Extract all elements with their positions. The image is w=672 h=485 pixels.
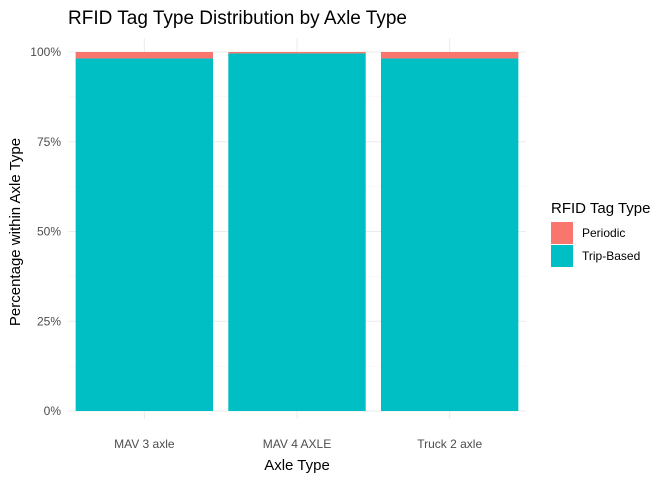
y-tick-label: 0% <box>44 404 62 418</box>
bar-segment-trip-based <box>228 53 366 411</box>
chart-title: RFID Tag Type Distribution by Axle Type <box>68 8 407 29</box>
bar-segment-trip-based <box>75 58 214 411</box>
bars <box>75 52 519 411</box>
y-axis-title: Percentage within Axle Type <box>7 138 24 326</box>
y-tick-label: 75% <box>37 135 61 149</box>
legend: RFID Tag Type Periodic Trip-Based <box>551 200 651 267</box>
x-axis-ticks: MAV 3 axle MAV 4 AXLE Truck 2 axle <box>114 437 482 451</box>
y-tick-label: 25% <box>37 314 61 328</box>
x-tick-label: MAV 4 AXLE <box>263 437 331 451</box>
legend-title: RFID Tag Type <box>551 200 651 217</box>
legend-label-trip-based: Trip-Based <box>582 249 640 263</box>
bar-segment-periodic <box>75 52 214 59</box>
legend-label-periodic: Periodic <box>582 226 625 240</box>
x-tick-label: Truck 2 axle <box>417 437 482 451</box>
y-tick-label: 100% <box>30 45 61 59</box>
legend-swatch-periodic <box>551 222 573 244</box>
legend-swatch-trip-based <box>551 245 573 267</box>
x-axis-title: Axle Type <box>264 457 330 474</box>
bar-segment-trip-based <box>380 58 519 411</box>
bar-segment-periodic <box>228 52 366 54</box>
x-tick-label: MAV 3 axle <box>114 437 175 451</box>
bar-segment-periodic <box>380 52 519 59</box>
y-tick-label: 50% <box>37 225 61 239</box>
y-axis-ticks: 0% 25% 50% 75% 100% <box>30 45 61 418</box>
